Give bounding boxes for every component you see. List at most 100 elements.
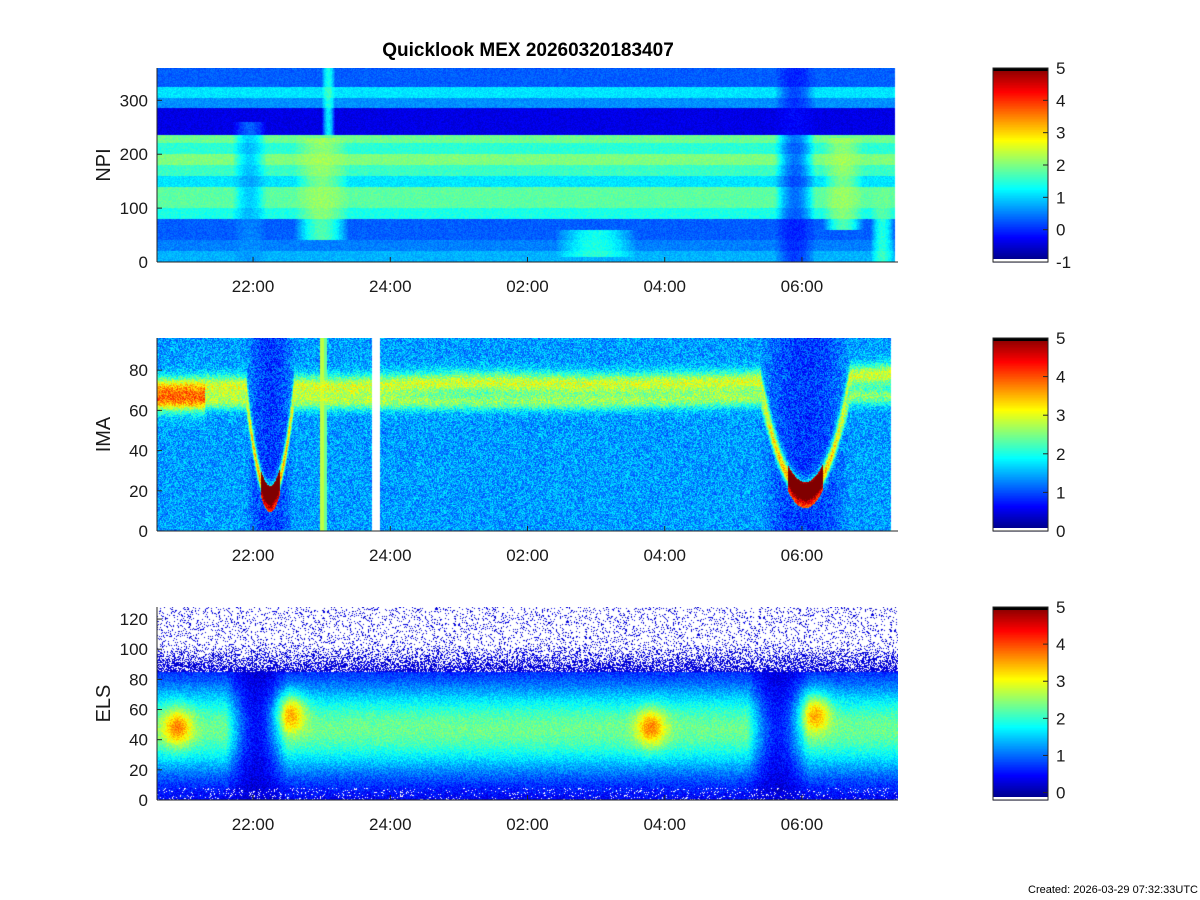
colorbar-step	[993, 650, 1048, 653]
colorbar-step	[993, 713, 1048, 716]
colorbar-step	[993, 468, 1048, 471]
colorbar-step	[993, 669, 1048, 672]
colorbar-step	[993, 503, 1048, 506]
colorbar-step	[993, 476, 1048, 479]
colorbar-step	[993, 779, 1048, 782]
colorbar-step	[993, 502, 1048, 505]
colorbar-step	[993, 408, 1048, 411]
y-tick-label: 300	[120, 91, 148, 110]
colorbar-step	[993, 239, 1048, 242]
colorbar-step	[993, 374, 1048, 378]
colorbar-step	[993, 371, 1048, 374]
colorbar-step	[993, 434, 1048, 437]
y-axis-label: ELS	[93, 685, 115, 723]
colorbar-step	[993, 139, 1048, 142]
colorbar-step	[993, 689, 1048, 692]
colorbar-step	[993, 522, 1048, 526]
colorbar-step	[993, 346, 1048, 349]
colorbar-step	[993, 457, 1048, 460]
colorbar-step	[993, 709, 1048, 713]
colorbar-step	[993, 163, 1048, 166]
colorbar-step	[993, 249, 1048, 252]
colorbar-step	[993, 150, 1048, 153]
colorbar-step	[993, 448, 1048, 452]
colorbar-step	[993, 80, 1048, 84]
colorbar-tick-label: 2	[1056, 709, 1065, 728]
colorbar-step	[993, 82, 1048, 85]
colorbar-step	[993, 244, 1048, 247]
colorbar-step	[993, 519, 1048, 522]
colorbar-step	[993, 674, 1048, 677]
colorbar-step	[993, 458, 1048, 461]
colorbar-step	[993, 524, 1048, 527]
colorbar-step	[993, 363, 1048, 366]
colorbar-step	[993, 697, 1048, 700]
colorbar-step	[993, 793, 1048, 796]
colorbar-step	[993, 76, 1048, 79]
colorbar-step	[993, 354, 1048, 357]
colorbar-step	[993, 98, 1048, 101]
colorbar-step	[993, 656, 1048, 660]
colorbar-step	[993, 245, 1048, 249]
colorbar-step	[993, 397, 1048, 400]
colorbar-step	[993, 97, 1048, 100]
colorbar-step	[993, 623, 1048, 626]
colorbar-step	[993, 147, 1048, 150]
colorbar-step	[993, 481, 1048, 484]
colorbar-step	[993, 101, 1048, 105]
colorbar-step	[993, 643, 1048, 647]
colorbar-step	[993, 247, 1048, 250]
colorbar-step	[993, 106, 1048, 110]
colorbar-step	[993, 420, 1048, 423]
colorbar-step	[993, 95, 1048, 98]
colorbar-step	[993, 89, 1048, 92]
colorbar-step	[993, 114, 1048, 118]
colorbar-step	[993, 237, 1048, 240]
colorbar-step	[993, 640, 1048, 643]
colorbar-step	[993, 766, 1048, 769]
colorbar-step	[993, 474, 1048, 477]
colorbar-step	[993, 84, 1048, 87]
colorbar-step	[993, 717, 1048, 721]
colorbar-step	[993, 403, 1048, 407]
x-tick-label: 06:00	[781, 277, 824, 296]
colorbar-step	[993, 366, 1048, 370]
colorbar-step	[993, 685, 1048, 689]
colorbar-step	[993, 155, 1048, 158]
colorbar-step	[993, 373, 1048, 376]
colorbar-step	[993, 619, 1048, 623]
colorbar-step	[993, 738, 1048, 742]
y-tick-label: 40	[129, 731, 148, 750]
colorbar-step	[993, 360, 1048, 363]
colorbar-step	[993, 769, 1048, 772]
y-tick-label: 100	[120, 640, 148, 659]
heatmap-ima	[157, 338, 898, 531]
colorbar-step	[993, 229, 1048, 232]
colorbar-step	[993, 695, 1048, 698]
colorbar-step	[993, 224, 1048, 228]
colorbar-step	[993, 257, 1048, 260]
colorbar-step	[993, 716, 1048, 719]
colorbar-step	[993, 627, 1048, 631]
colorbar-step	[993, 621, 1048, 624]
colorbar-step	[993, 753, 1048, 756]
colorbar-step	[993, 453, 1048, 457]
colorbar-step	[993, 197, 1048, 200]
colorbar-step	[993, 732, 1048, 735]
colorbar-tick-label: 0	[1056, 784, 1065, 803]
colorbar-step	[993, 737, 1048, 740]
colorbar-tick-label: 4	[1056, 91, 1065, 110]
y-tick-label: 60	[129, 701, 148, 720]
colorbar-step	[993, 228, 1048, 231]
colorbar-step	[993, 152, 1048, 155]
colorbar-step	[993, 119, 1048, 122]
colorbar-step	[993, 74, 1048, 77]
y-tick-label: 0	[139, 253, 148, 272]
y-tick-label: 60	[129, 401, 148, 420]
colorbar-step	[993, 166, 1048, 169]
colorbar-step	[993, 450, 1048, 453]
colorbar-step	[993, 342, 1048, 346]
colorbar-step	[993, 439, 1048, 442]
colorbar-step	[993, 190, 1048, 194]
